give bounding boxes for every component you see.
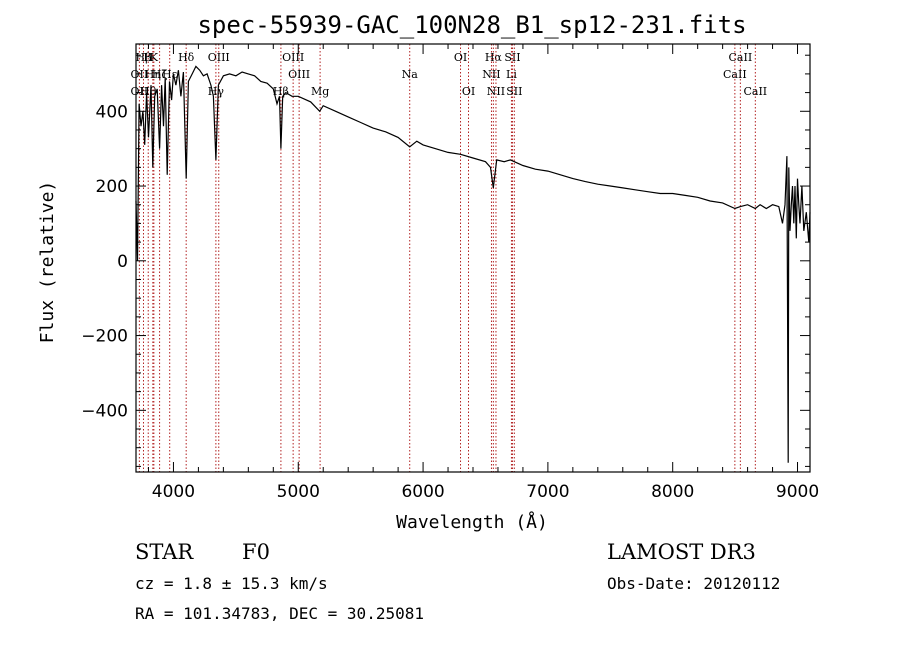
marker-label: Hβ bbox=[136, 51, 152, 64]
marker-label: CaII bbox=[729, 51, 753, 64]
marker-label: Hα bbox=[485, 51, 503, 64]
y-axis-label: Flux (relative) bbox=[37, 181, 58, 344]
marker-label: NII bbox=[487, 85, 505, 98]
marker-label: K bbox=[150, 51, 159, 64]
marker-label: OII bbox=[131, 85, 149, 98]
chart-title: spec-55939-GAC_100N28_B1_sp12-231.fits bbox=[197, 11, 746, 39]
marker-label: Hζ bbox=[152, 68, 168, 81]
marker-label: OIII bbox=[208, 51, 230, 64]
marker-label: Hε bbox=[162, 68, 178, 81]
x-tick-label: 6000 bbox=[401, 482, 444, 502]
marker-label: Li bbox=[506, 68, 517, 81]
object-subclass: F0 bbox=[242, 540, 270, 564]
x-tick-label: 9000 bbox=[776, 482, 819, 502]
marker-label: OI bbox=[454, 51, 467, 64]
y-tick-label: 400 bbox=[96, 102, 128, 122]
marker-label: Na bbox=[402, 68, 419, 81]
marker-label: SII bbox=[504, 51, 520, 64]
y-tick-label: −400 bbox=[81, 401, 128, 421]
marker-label: OII bbox=[131, 68, 149, 81]
marker-label: Mg bbox=[311, 85, 329, 98]
marker-label: Hη bbox=[145, 68, 161, 81]
spectrum-series-line bbox=[135, 65, 811, 463]
marker-label: Hθ bbox=[140, 85, 157, 98]
marker-label: H bbox=[143, 51, 153, 64]
survey-label: LAMOST DR3 bbox=[607, 540, 756, 564]
marker-label: CaII bbox=[743, 85, 767, 98]
x-tick-label: 8000 bbox=[651, 482, 694, 502]
marker-label: Hβ bbox=[273, 85, 289, 98]
y-tick-label: 200 bbox=[96, 177, 128, 197]
plot-frame bbox=[135, 43, 811, 473]
marker-label: Hδ bbox=[178, 51, 195, 64]
marker-label: SII bbox=[506, 85, 522, 98]
marker-label: OIII bbox=[282, 51, 304, 64]
object-class: STAR bbox=[135, 540, 194, 564]
y-tick-label: 0 bbox=[117, 252, 128, 272]
marker-label: OI bbox=[462, 85, 475, 98]
marker-label: Hγ bbox=[208, 85, 225, 98]
coordinates-readout: RA = 101.34783, DEC = 30.25081 bbox=[135, 604, 424, 623]
x-tick-label: 4000 bbox=[152, 482, 195, 502]
y-tick-label: −200 bbox=[81, 327, 128, 347]
x-axis-label: Wavelength (Å) bbox=[396, 511, 548, 533]
x-tick-label: 5000 bbox=[277, 482, 320, 502]
redshift-readout: cz = 1.8 ± 15.3 km/s bbox=[135, 574, 328, 593]
marker-label: NII bbox=[482, 68, 500, 81]
marker-label: OIII bbox=[288, 68, 310, 81]
axis-ticks: 4000 5000 6000 7000 8000 9000 −400 −200 0 200 400 bbox=[81, 44, 819, 502]
obs-date-readout: Obs-Date: 20120112 bbox=[607, 574, 781, 593]
marker-label: CaII bbox=[723, 68, 747, 81]
x-tick-label: 7000 bbox=[526, 482, 569, 502]
